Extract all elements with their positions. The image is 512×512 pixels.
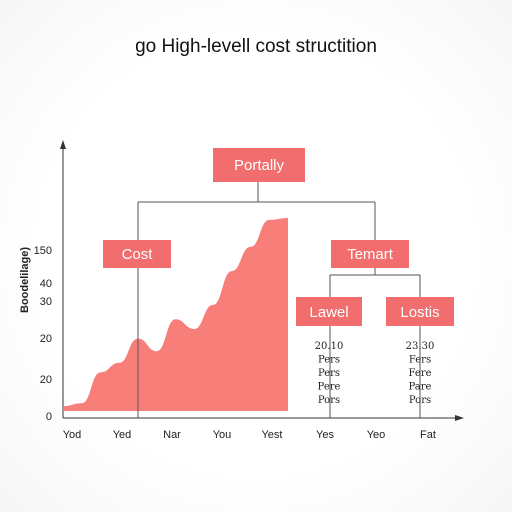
node-cost-label: Cost bbox=[122, 246, 154, 263]
y-axis-arrow bbox=[60, 140, 66, 149]
right-value-list: 23.30 Fers Fere Pare Pors bbox=[406, 341, 435, 406]
x-tick-label: Nar bbox=[163, 429, 181, 441]
node-temart: Temart bbox=[331, 240, 409, 268]
right-list-item: Fere bbox=[408, 368, 431, 379]
right-list-item: Pors bbox=[409, 395, 431, 406]
left-list-item: Pers bbox=[318, 355, 340, 366]
x-ticks: Yod Yed Nar You Yest Yes Yeo Fat bbox=[63, 429, 436, 441]
left-list-item: Pers bbox=[318, 368, 340, 379]
left-value-list: 20.10 Pers Pers Pere Pors bbox=[315, 341, 344, 406]
left-list-item: 20.10 bbox=[315, 341, 344, 352]
right-list-item: Pare bbox=[409, 382, 432, 393]
node-lostis-label: Lostis bbox=[400, 304, 439, 321]
y-tick-label: 30 bbox=[40, 296, 52, 308]
y-tick-label: 20 bbox=[40, 374, 52, 386]
x-tick-label: Yeo bbox=[367, 429, 386, 441]
area-series bbox=[63, 218, 288, 411]
node-lostis: Lostis bbox=[386, 297, 454, 326]
y-tick-label: 0 bbox=[46, 411, 52, 423]
y-axis-label: Boodelilage) bbox=[19, 247, 31, 313]
y-ticks: 150 40 30 20 20 0 bbox=[34, 245, 52, 423]
y-tick-label: 150 bbox=[34, 245, 52, 257]
tree-connectors bbox=[137, 182, 421, 418]
node-temart-label: Temart bbox=[347, 246, 394, 263]
node-root-label: Portally bbox=[234, 157, 285, 174]
x-tick-label: Yed bbox=[113, 429, 132, 441]
left-list-item: Pors bbox=[318, 395, 340, 406]
y-tick-label: 20 bbox=[40, 333, 52, 345]
node-lawel-label: Lawel bbox=[309, 304, 348, 321]
left-list-item: Pere bbox=[318, 382, 341, 393]
node-lawel: Lawel bbox=[296, 297, 362, 326]
x-tick-label: Yod bbox=[63, 429, 82, 441]
node-cost: Cost bbox=[103, 240, 171, 268]
x-tick-label: Yes bbox=[316, 429, 334, 441]
x-tick-label: You bbox=[213, 429, 232, 441]
x-axis-arrow bbox=[455, 415, 464, 421]
chart-title: go High-levell cost structition bbox=[135, 36, 377, 57]
right-list-item: 23.30 bbox=[406, 341, 435, 352]
node-root: Portally bbox=[213, 148, 305, 182]
y-tick-label: 40 bbox=[40, 278, 52, 290]
x-tick-label: Fat bbox=[420, 429, 436, 441]
right-list-item: Fers bbox=[409, 355, 431, 366]
x-tick-label: Yest bbox=[261, 429, 282, 441]
